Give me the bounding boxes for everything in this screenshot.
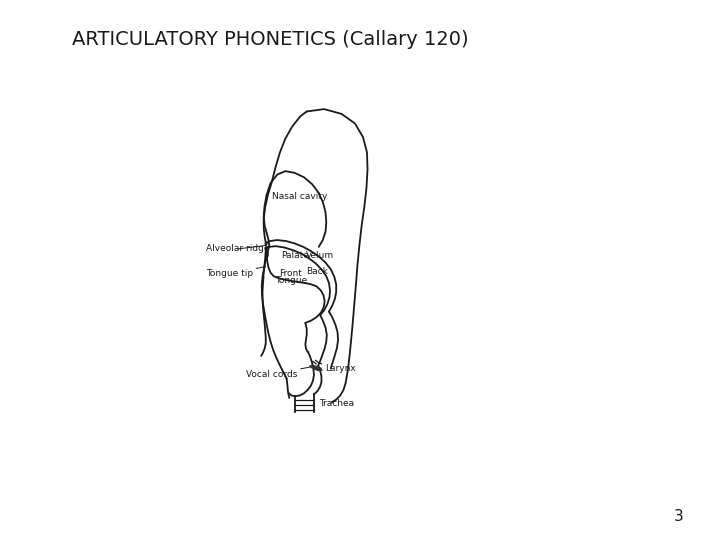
Text: Larynx: Larynx [325, 364, 356, 374]
Text: Vocal cords: Vocal cords [246, 367, 310, 379]
Polygon shape [310, 366, 322, 370]
Text: Tongue tip: Tongue tip [207, 267, 266, 278]
Text: Tongue: Tongue [275, 276, 307, 286]
Text: 3: 3 [674, 509, 684, 524]
Text: ARTICULATORY PHONETICS (Callary 120): ARTICULATORY PHONETICS (Callary 120) [72, 30, 469, 49]
Text: Front: Front [279, 269, 302, 278]
Text: Back: Back [306, 267, 328, 276]
Text: Alveolar ridge: Alveolar ridge [207, 245, 270, 253]
Text: Nasal cavity: Nasal cavity [272, 192, 328, 201]
Text: Velum: Velum [306, 251, 334, 260]
Text: Trachea: Trachea [319, 399, 354, 408]
Text: Palate: Palate [281, 251, 309, 260]
